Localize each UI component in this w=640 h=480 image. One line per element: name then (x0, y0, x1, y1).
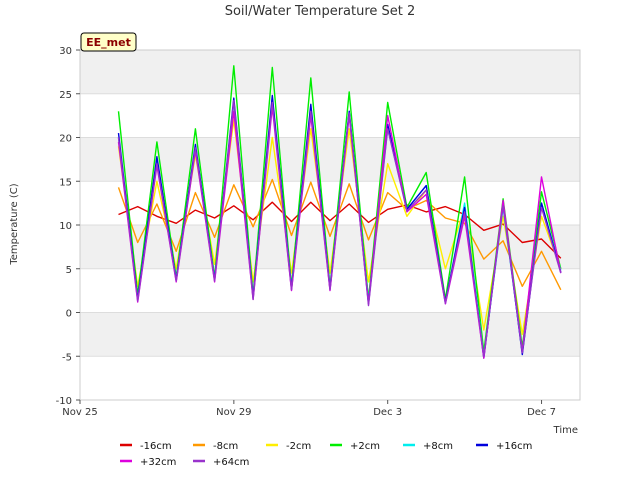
legend-label: -8cm (213, 441, 238, 452)
y-tick-label: 25 (59, 90, 72, 101)
chart-title: Soil/Water Temperature Set 2 (225, 4, 416, 19)
x-tick-label: Dec 3 (373, 407, 402, 418)
y-tick-label: 5 (66, 265, 72, 276)
x-tick-label: Nov 29 (216, 407, 251, 418)
series-line-16cm (118, 201, 562, 259)
x-tick-label: Nov 25 (62, 407, 97, 418)
x-axis-label: Time (553, 425, 578, 436)
y-tick-label: 30 (59, 46, 72, 57)
y-tick-label: -10 (56, 396, 72, 407)
legend-label: -2cm (286, 441, 311, 452)
station-badge-label: EE_met (86, 36, 131, 49)
background-band (80, 137, 580, 182)
y-axis-label: Temperature (C) (9, 183, 20, 265)
background-band (80, 356, 580, 400)
station-badge-box (80, 32, 137, 52)
station-badge: EE_met (80, 32, 137, 52)
chart-legend: -16cm -8cm -2cm +2cm +8cm +16cm +32cm +64cm (120, 441, 532, 468)
y-tick-label: 20 (59, 134, 72, 145)
background-band (80, 50, 580, 94)
series-lines (117, 65, 562, 359)
legend-label: +2cm (350, 441, 380, 452)
background-band (80, 93, 580, 138)
series-line-64cm (117, 99, 562, 357)
legend-label: +16cm (496, 441, 532, 452)
y-tick-label: 10 (59, 221, 72, 232)
legend-label: +8cm (423, 441, 453, 452)
legend-label: +64cm (213, 457, 249, 468)
legend-label: +32cm (140, 457, 176, 468)
y-tick-label: 15 (59, 177, 72, 188)
x-tick-label: Dec 7 (527, 407, 556, 418)
legend-label: -16cm (140, 441, 172, 452)
y-axis-ticks: -10 -5 0 5 10 15 20 25 30 (56, 46, 80, 407)
x-axis-ticks: Nov 25 Nov 29 Dec 3 Dec 7 (62, 400, 556, 418)
series-line-8cm (117, 178, 562, 291)
y-tick-label: 0 (66, 309, 72, 320)
background-band (80, 312, 580, 357)
y-tick-label: -5 (62, 352, 72, 363)
